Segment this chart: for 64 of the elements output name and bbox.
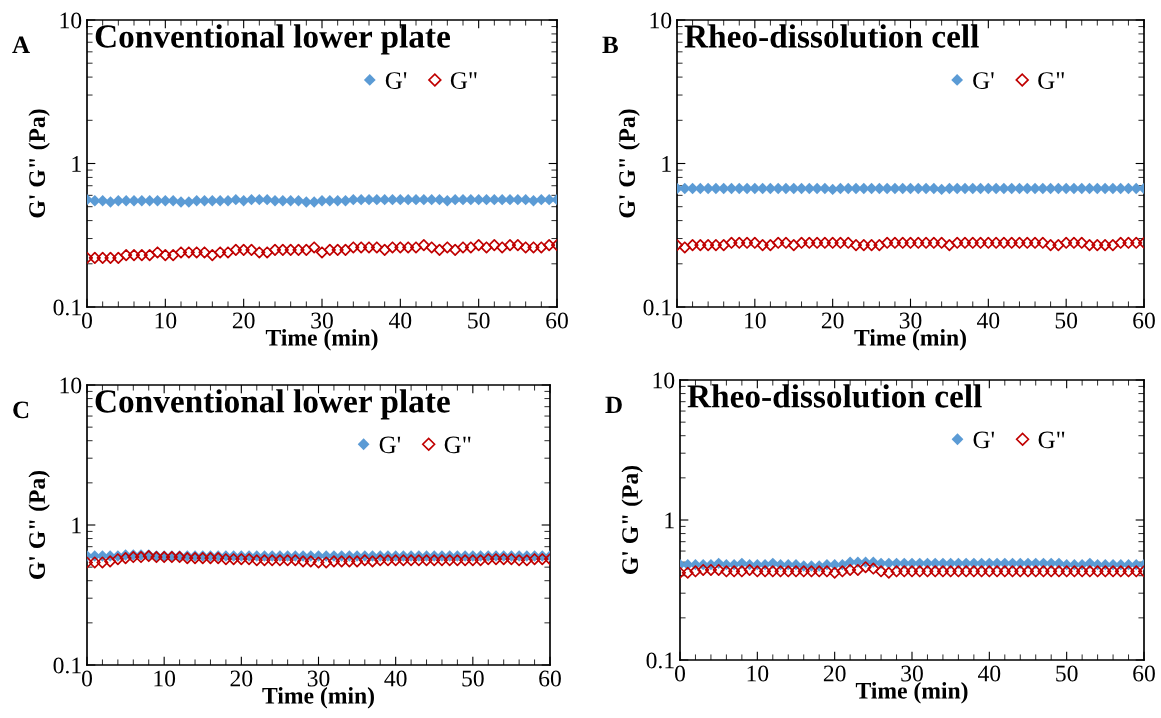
y-tick-label: 10 [650, 12, 672, 29]
y-axis-title: G' G" (Pa) [621, 465, 643, 574]
y-tick-label: 10 [60, 12, 82, 29]
x-tick-label: 50 [1055, 312, 1078, 329]
x-axis-title: Time (min) [854, 329, 966, 351]
x-tick-label: 50 [462, 670, 484, 687]
legend-label: G" [1038, 431, 1065, 449]
y-tick-label: 0.1 [643, 299, 671, 316]
x-tick-label: 10 [154, 670, 176, 687]
y-axis-title: G' G" (Pa) [28, 109, 50, 218]
legend-label: G' [973, 431, 995, 449]
chart-title: Rheo-dissolution cell [684, 24, 979, 48]
x-tick-label: 30 [901, 665, 923, 682]
legend-label: G" [1038, 72, 1064, 89]
legend-label: G' [973, 72, 994, 89]
x-axis-title: Time (min) [262, 687, 374, 709]
legend-label: G' [379, 436, 401, 454]
x-tick-label: 10 [745, 312, 766, 329]
text: D [605, 396, 622, 414]
x-tick-label: 50 [1056, 665, 1078, 682]
legend-label: G" [444, 436, 471, 454]
x-tick-label: 50 [468, 312, 490, 329]
x-tick-label: 30 [311, 312, 333, 329]
chart-title: Conventional lower plate [95, 389, 450, 420]
x-axis-title: Time (min) [265, 329, 378, 351]
x-axis-title: Time (min) [855, 682, 968, 704]
y-tick-label: 0.1 [53, 299, 81, 316]
x-tick-label: 0 [82, 670, 92, 687]
y-tick-label: 10 [60, 377, 82, 394]
text: A [12, 36, 30, 54]
y-tick-label: 1 [662, 156, 671, 172]
x-tick-label: 10 [747, 665, 769, 682]
chart-title: Rheo-dissolution cell [687, 384, 982, 408]
x-tick-label: 30 [899, 312, 922, 329]
legend-label: G" [450, 72, 477, 89]
y-axis-title: G' G" (Pa) [28, 470, 50, 579]
legend-label: G' [385, 72, 407, 89]
x-tick-label: 60 [546, 312, 568, 329]
y-tick-label: 10 [653, 372, 675, 389]
x-tick-label: 40 [977, 665, 1001, 682]
x-tick-label: 20 [230, 670, 253, 687]
x-tick-label: 60 [1133, 665, 1155, 682]
y-tick-label: 0.1 [646, 652, 674, 669]
y-axis-title: G' G" (Pa) [618, 109, 640, 218]
x-tick-label: 0 [672, 312, 682, 329]
y-tick-label: 0.1 [53, 657, 81, 674]
x-tick-label: 40 [388, 312, 412, 329]
x-tick-label: 0 [82, 312, 92, 329]
x-tick-label: 20 [232, 312, 255, 329]
x-tick-label: 10 [155, 312, 177, 329]
y-tick-label: 1 [665, 512, 674, 529]
y-tick-label: 1 [72, 156, 81, 172]
x-tick-label: 30 [307, 670, 330, 687]
x-tick-label: 40 [976, 312, 1000, 329]
x-tick-label: 60 [1133, 312, 1155, 329]
x-tick-label: 20 [821, 312, 844, 329]
y-tick-label: 1 [72, 517, 81, 534]
text: B [602, 36, 618, 54]
chart-title: Conventional lower plate [95, 24, 450, 55]
x-tick-label: 0 [675, 665, 685, 682]
x-tick-label: 60 [539, 670, 561, 687]
text: C [13, 401, 29, 419]
x-tick-label: 20 [823, 665, 846, 682]
x-tick-label: 40 [384, 670, 407, 687]
